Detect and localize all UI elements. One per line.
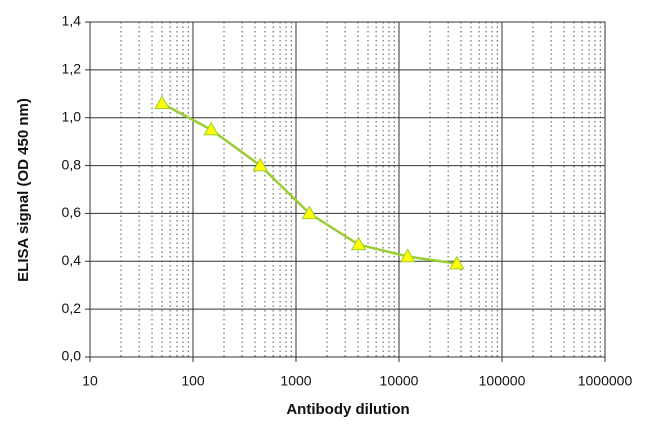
y-tick-label: 0,8 bbox=[62, 156, 82, 172]
data-point bbox=[301, 205, 318, 220]
data-point bbox=[350, 236, 367, 251]
y-tick-label: 0,0 bbox=[62, 348, 82, 364]
data-point bbox=[399, 248, 416, 263]
x-tick-label: 100000 bbox=[479, 373, 526, 389]
x-tick-label: 10000 bbox=[380, 373, 419, 389]
plot-area bbox=[90, 22, 605, 357]
plot-border bbox=[89, 21, 606, 358]
data-point bbox=[154, 95, 170, 110]
y-axis-title: ELISA signal (OD 450 nm) bbox=[15, 98, 32, 282]
data-point bbox=[252, 157, 269, 172]
data-point bbox=[448, 255, 465, 270]
x-tick-label: 10 bbox=[82, 373, 98, 389]
x-tick-label: 1000 bbox=[280, 373, 311, 389]
y-tick-label: 1,0 bbox=[62, 108, 82, 124]
y-tick-label: 0,4 bbox=[62, 252, 82, 268]
x-axis-title: Antibody dilution bbox=[286, 401, 409, 418]
x-tick-label: 100 bbox=[181, 373, 205, 389]
y-tick-label: 1,4 bbox=[62, 13, 82, 29]
y-tick-label: 0,6 bbox=[62, 204, 82, 220]
y-tick-label: 0,2 bbox=[62, 300, 82, 316]
x-tick-label: 1000000 bbox=[578, 373, 633, 389]
data-point bbox=[203, 121, 219, 136]
y-tick-label: 1,2 bbox=[62, 61, 82, 77]
